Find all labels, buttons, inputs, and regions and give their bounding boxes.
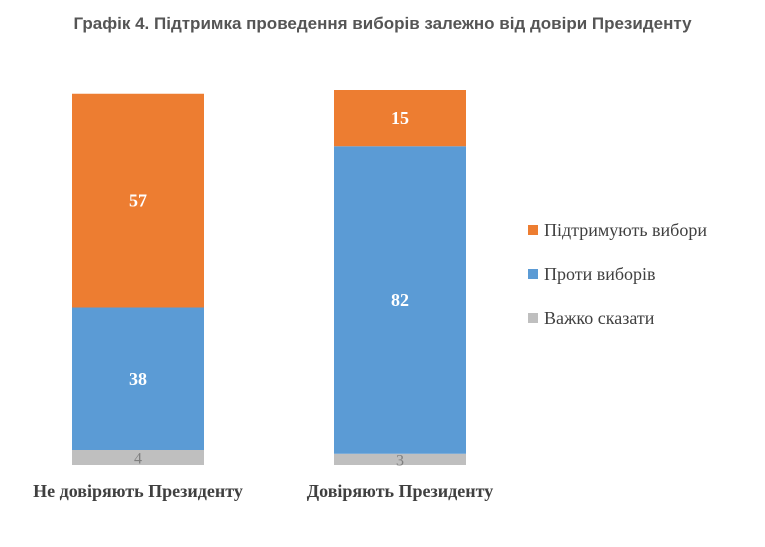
- bar-segment-hard-to-say-1: [72, 450, 204, 465]
- data-label-support-1: 57: [129, 191, 147, 211]
- bar-segment-support-2: [334, 90, 466, 147]
- legend-item-support: Підтримують вибори: [528, 208, 707, 252]
- bar-segment-against-1: [72, 307, 204, 450]
- data-label-support-2: 15: [391, 108, 409, 128]
- data-label-hard-to-say-2: 3: [396, 452, 404, 469]
- bar-segment-support-1: [72, 93, 204, 308]
- legend: Підтримують вибори Проти виборів Важко с…: [528, 208, 707, 340]
- data-label-against-2: 82: [391, 290, 409, 310]
- category-label-1: Не довіряють Президенту: [33, 481, 243, 501]
- category-label-2: Довіряють Президенту: [307, 481, 493, 501]
- bar-segment-against-2: [334, 146, 466, 454]
- bar-segment-hard-to-say-2: [334, 453, 466, 465]
- chart-title: Графік 4. Підтримка проведення виборів з…: [73, 14, 692, 33]
- data-label-against-1: 38: [129, 369, 147, 389]
- legend-swatch-support: [528, 225, 538, 235]
- legend-label-hard-to-say: Важко сказати: [544, 307, 655, 328]
- legend-label-support: Підтримують вибори: [544, 219, 707, 240]
- legend-label-against: Проти виборів: [544, 263, 656, 284]
- legend-swatch-hard-to-say: [528, 313, 538, 323]
- legend-item-hard-to-say: Важко сказати: [528, 296, 707, 340]
- legend-swatch-against: [528, 269, 538, 279]
- legend-item-against: Проти виборів: [528, 252, 707, 296]
- data-label-hard-to-say-1: 4: [134, 451, 142, 468]
